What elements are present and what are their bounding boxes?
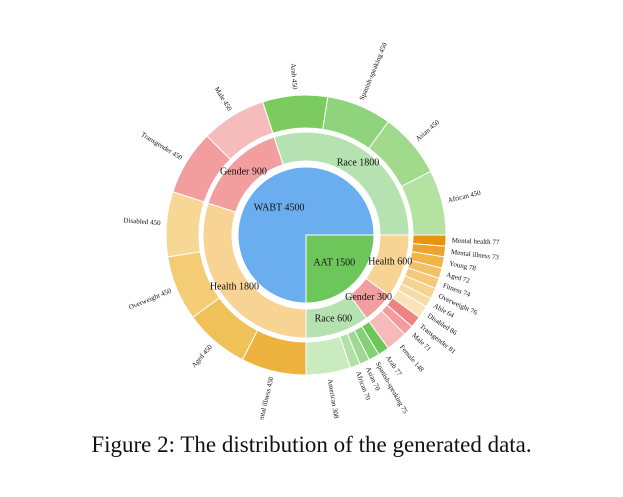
segment-label-aat-health-mental-illness: Mental illness 73 (451, 248, 500, 262)
segment-label-wabt-health-overweight: Overweight 450 (128, 287, 173, 312)
segment-label-wabt-race-spanish-speaking: Spanish-speaking 450 (358, 41, 389, 101)
segment-label-wabt-health-mental-illness: Mental illness 450 (256, 375, 276, 420)
segment-wabt-health-disabled (165, 191, 205, 258)
segment-label-aat-health-mental-health: Mental health 77 (452, 236, 500, 246)
figure-caption: Figure 2: The distribution of the genera… (91, 432, 532, 457)
segment-label-wabt-gender-male: Male 450 (213, 86, 234, 113)
segment-label-aat-health: Health 600 (368, 257, 412, 268)
sunburst-chart: AAT 1500 WABT 4500 Health 600 Gender 300 Rac… (123, 41, 500, 420)
segment-label-aat-race: Race 600 (315, 313, 353, 324)
segment-wabt-race-arab (262, 94, 329, 134)
segment-label-wabt: WABT 4500 (254, 202, 305, 213)
segment-label-wabt-race-asian: Asian 450 (414, 118, 441, 143)
sunburst-segments (165, 94, 447, 376)
segment-wabt-race-african (400, 170, 447, 236)
segment-label-wabt-health: Health 1800 (210, 281, 259, 292)
segment-label-wabt-health-aged: Aged 450 (190, 343, 214, 369)
segment-label-wabt-race-arab: Arab 450 (289, 63, 299, 90)
segment-label-aat-gender: Gender 300 (345, 292, 392, 303)
segment-label-aat-health-young: Young 78 (448, 259, 477, 272)
segment-label-wabt-race-african: African 450 (447, 189, 482, 205)
segment-aat (305, 234, 375, 304)
segment-label-wabt-health-disabled: Disabled 450 (123, 216, 161, 227)
segment-wabt (237, 166, 375, 304)
segment-label-aat-race-american: American 308 (326, 378, 340, 419)
segment-wabt-race (273, 131, 410, 236)
segment-label-wabt-gender: Gender 900 (220, 167, 267, 178)
segment-label-aat: AAT 1500 (313, 258, 355, 269)
segment-label-aat-gender-female: Female 148 (398, 343, 426, 374)
segment-label-wabt-gender-transgender: Transgender 450 (140, 130, 185, 162)
segment-label-wabt-race: Race 1800 (337, 158, 380, 169)
